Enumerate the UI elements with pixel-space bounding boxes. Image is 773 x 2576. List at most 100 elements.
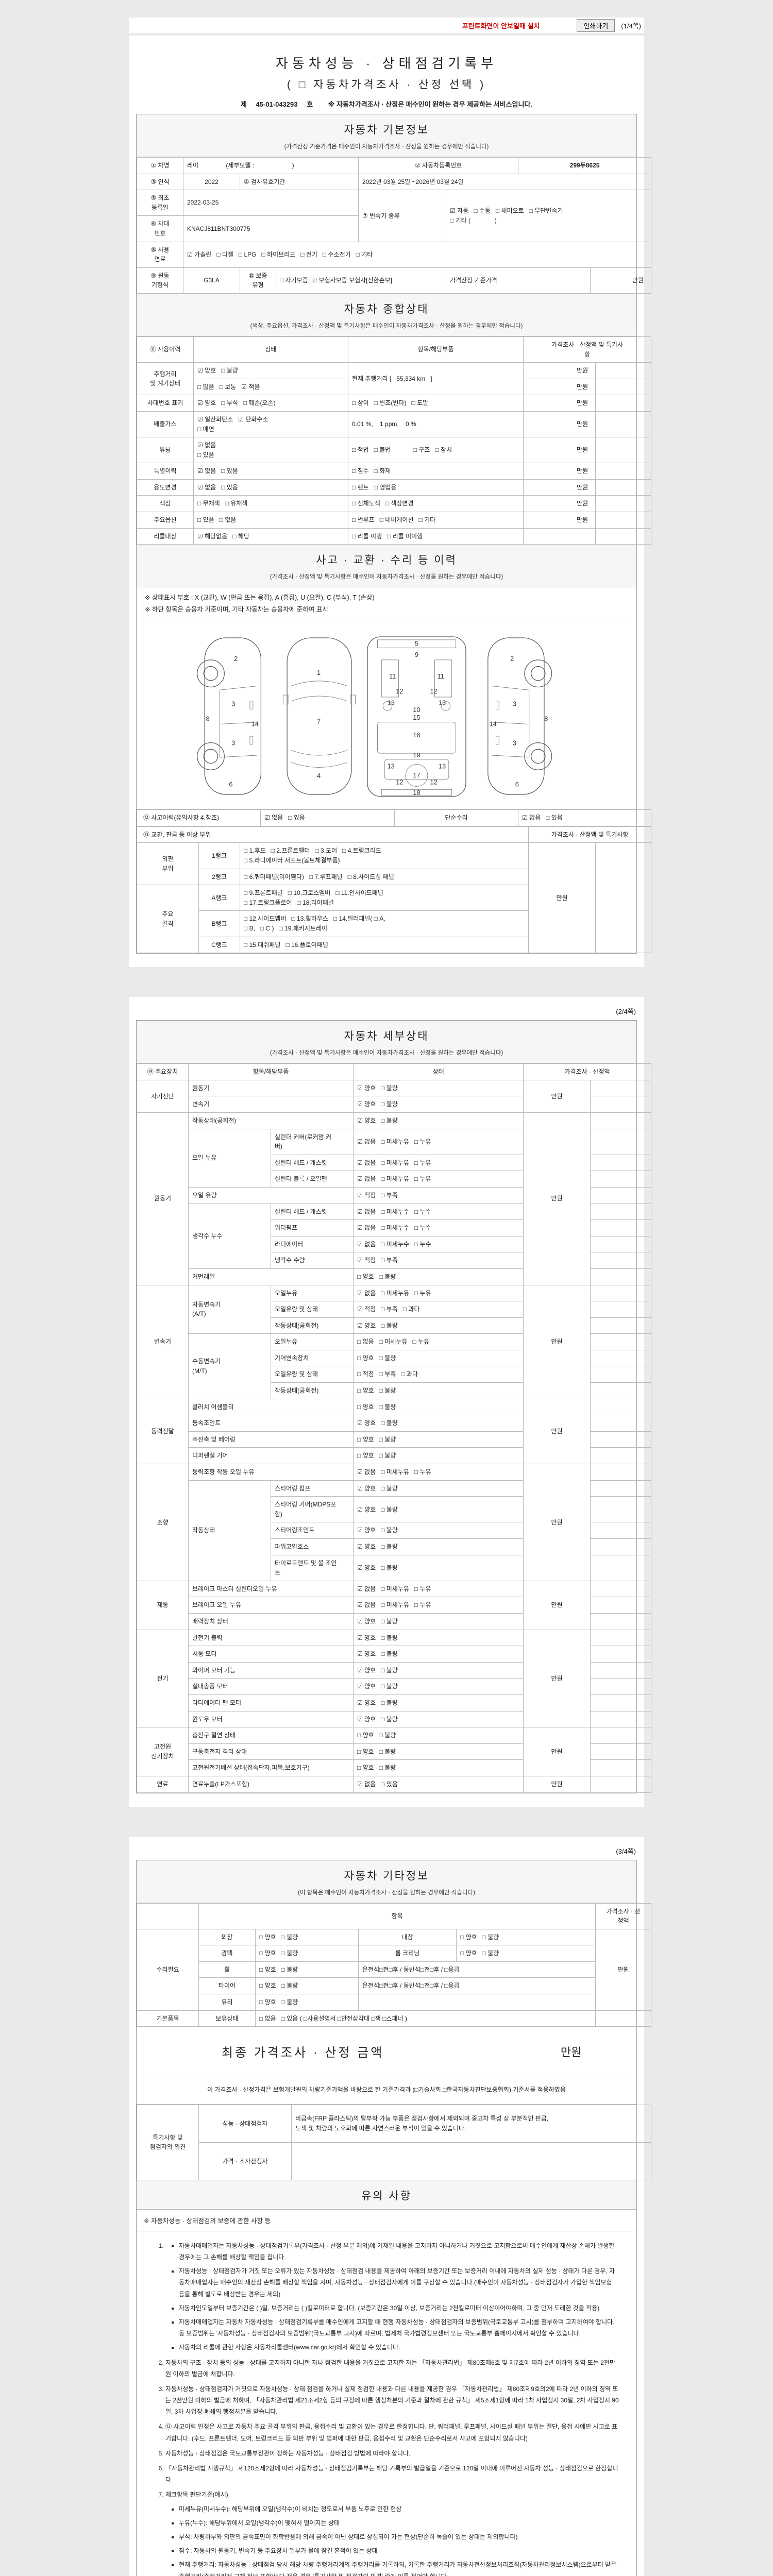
label-cell: 배출가스	[137, 411, 194, 438]
item-cell: 자동변속기 (A/T)	[188, 1284, 271, 1334]
subitem-cell: 스티어링 기어(MDPS포 함)	[270, 1496, 354, 1523]
label-cell: 용도변경	[137, 479, 194, 496]
empty-cell	[595, 528, 651, 545]
empty-cell	[590, 1187, 652, 1204]
label-cell: 원동기	[137, 1112, 189, 1285]
doc-no-suffix: 호	[307, 100, 313, 108]
checkbox-cell: ☑ 적정 □ 부족 □ 과다	[353, 1301, 524, 1318]
price-cell: 만원	[523, 437, 596, 464]
checkbox-cell: ☑ 양호 □ 불량	[353, 1096, 524, 1113]
notice-subitem: 자동차매매업자는 자동차 자동차성능 · 상태점검기록부를 매수인에게 고지할 …	[179, 2316, 619, 2339]
document-title-block: 자동차성능 · 상태점검기록부 ( □ 자동차가격조사 · 산정 선택 ) 제 …	[136, 43, 637, 114]
subitem-cell: 워터펌프	[270, 1219, 354, 1236]
label-cell: 성능 · 상태점검자	[198, 2104, 292, 2143]
section-note: (이 항목은 매수인이 자동차가격조사 · 산정을 원하는 경우에만 적습니다)	[298, 1889, 475, 1896]
car-top-view	[282, 637, 356, 795]
panel-number: 8	[206, 716, 210, 723]
label-cell: 타이어	[198, 1977, 256, 1995]
empty-cell	[590, 1678, 652, 1695]
label-cell: 조향	[137, 1464, 189, 1581]
checkbox-cell: □ 양호 □ 불량	[353, 1349, 524, 1367]
checkbox-cell: □ 리콜 이행 □ 리콜 미이행	[348, 528, 524, 545]
checkbox-cell: ☑ 양호 □ 불량	[353, 1710, 524, 1728]
checkbox-cell: □ 무채색 □ 유채색	[193, 495, 348, 513]
section-title: 사고 · 교환 · 수리 등 이력	[316, 554, 457, 567]
label-cell: 광택	[198, 1945, 256, 1962]
label-cell: 기본품목	[137, 2010, 199, 2027]
empty-cell	[590, 1629, 652, 1647]
checkbox-cell: ☑ 양호 □ 불량	[353, 1646, 524, 1663]
empty-cell	[358, 1994, 596, 2011]
empty-cell	[590, 1775, 652, 1793]
empty-cell	[590, 1597, 652, 1614]
panel-rank-table: ⑬ 교환, 판금 등 이상 부위 가격조사 · 산정액 및 특기사항 외판 부위 1랭…	[136, 826, 652, 954]
print-install-link[interactable]: 프린트화면이 안보일때 설치	[462, 22, 540, 30]
checkbox-cell: □ 양호 □ 불량	[456, 1945, 596, 1962]
final-price-row: 최종 가격조사 · 산정 금액 만원	[137, 2027, 636, 2077]
item-cell: 충전구 절연 상태	[188, 1727, 354, 1744]
subitem-cell: 실린더 블록 / 오일팬	[270, 1171, 354, 1188]
doc-note: ※ 자동차가격조사 · 산정은 매수인이 원하는 경우 제공하는 서비스입니다.	[328, 100, 533, 108]
item-cell: 현재 주행거리 [ 55,334 km ]	[348, 362, 524, 396]
empty-cell	[595, 2010, 652, 2027]
label-cell: 외판 부위	[137, 842, 199, 886]
checkbox-cell: ☑ 양호 □ 불량	[353, 1112, 524, 1129]
section-header-accident: 사고 · 교환 · 수리 등 이력 (가격조사 · 산정액 및 특기사항은 매수…	[137, 545, 636, 588]
checkbox-cell: ☑ 양호 □ 불량	[353, 1629, 524, 1647]
section-note: (가격산정 기준가격은 매수인이 자동차가격조사 · 산정을 원하는 경우에만 …	[284, 144, 489, 150]
label-cell: 리콜대상	[137, 528, 194, 545]
header-cell: 가격조사 · 산정액 및 특기사항	[528, 826, 652, 843]
panel-number: 9	[415, 651, 418, 658]
empty-cell	[590, 1710, 652, 1728]
subitem-cell: 오일유량 및 상태	[270, 1366, 354, 1383]
car-side-left-view	[197, 637, 262, 795]
checkbox-cell: □ 양호 □ 불량	[255, 1961, 359, 1978]
print-button[interactable]: 인쇄하기	[577, 19, 615, 32]
empty-cell	[595, 495, 651, 513]
value-cell: 2022	[183, 173, 240, 191]
empty-cell	[590, 1219, 652, 1236]
value-cell: G3LA	[183, 267, 240, 294]
notice-item: 체크항목 판단기준(예시)미세누유(미세누수): 해당부위에 오일(냉각수)이 …	[165, 2489, 619, 2576]
item-cell: 냉각수 누수	[188, 1203, 271, 1269]
checkbox-cell: □ 적정 □ 부족 □ 과다	[353, 1366, 524, 1383]
label-cell: 차대번호 표기	[137, 395, 194, 412]
final-price-unit: 만원	[560, 2045, 582, 2059]
empty-cell	[590, 1431, 652, 1448]
price-cell: 만원	[523, 1727, 591, 1776]
panel-number: 12	[396, 779, 403, 786]
empty-cell	[590, 1112, 652, 1129]
panel-number: 13	[439, 763, 446, 770]
header-cell: 상태	[193, 336, 348, 363]
checkbox-cell: □ 양호 □ 불량	[353, 1398, 524, 1416]
subitem-cell: 스티어링 펌프	[270, 1480, 354, 1497]
checkbox-cell: ☑ 없음 □ 미세누유 □ 누유	[353, 1171, 524, 1188]
checkbox-cell: □ 9.프론트패널 □ 10.크로스멤버 □ 11.인사이드패널 □ 17.트렁…	[239, 885, 529, 911]
item-cell: 실내송풍 모터	[188, 1678, 354, 1695]
value-cell	[291, 2142, 651, 2180]
item-cell: 원동기	[188, 1079, 354, 1097]
checkbox-cell: □ 15.대쉬패널 □ 16.플로어패널	[239, 936, 529, 954]
label-cell: 가격 · 조사산정자	[198, 2142, 292, 2180]
checkbox-cell: ☑ 적정 □ 부족	[353, 1187, 524, 1204]
subitem-cell: 실린더 커버(로커암 커 버)	[270, 1128, 354, 1155]
label-cell: ⑨ 원동 기형식	[137, 267, 183, 294]
checkbox-cell: □ 많음 □ 보통 ☑ 적음	[193, 378, 348, 396]
label-cell: 자기진단	[137, 1079, 189, 1113]
notice-item: 자동차성능 · 상태점검은 국토교통부장관이 정하는 자동차성능 · 상태점검 …	[165, 2448, 619, 2459]
empty-cell	[590, 1613, 652, 1630]
notice-item: 자동차의 구조 · 장치 등의 성능 · 상태를 고지하지 아니한 자나 점검한…	[165, 2357, 619, 2380]
price-cell: 만원	[523, 1464, 591, 1581]
value-cell: 299두8625	[518, 157, 652, 174]
item-cell: 오일 누유	[188, 1128, 271, 1188]
empty-cell	[595, 842, 652, 954]
label-cell: ⑤ 최초 등록일	[137, 190, 183, 216]
empty-cell	[590, 1079, 652, 1097]
checkbox-cell: ☑ 없음 □ 미세누유 □ 누유	[353, 1580, 524, 1598]
header-cell: 가격조사 · 산정액 및 특기사 항	[523, 336, 651, 363]
label-cell: 고전원 전기장치	[137, 1727, 189, 1776]
sheet-detail-state: 자동차 세부상태 (가격조사 · 산정액 및 특기사항은 매수인이 자동차가격조…	[136, 1020, 652, 1793]
item-cell: 변속기	[188, 1096, 354, 1113]
page-1: 자동차성능 · 상태점검기록부 ( □ 자동차가격조사 · 산정 선택 ) 제 …	[129, 36, 652, 968]
